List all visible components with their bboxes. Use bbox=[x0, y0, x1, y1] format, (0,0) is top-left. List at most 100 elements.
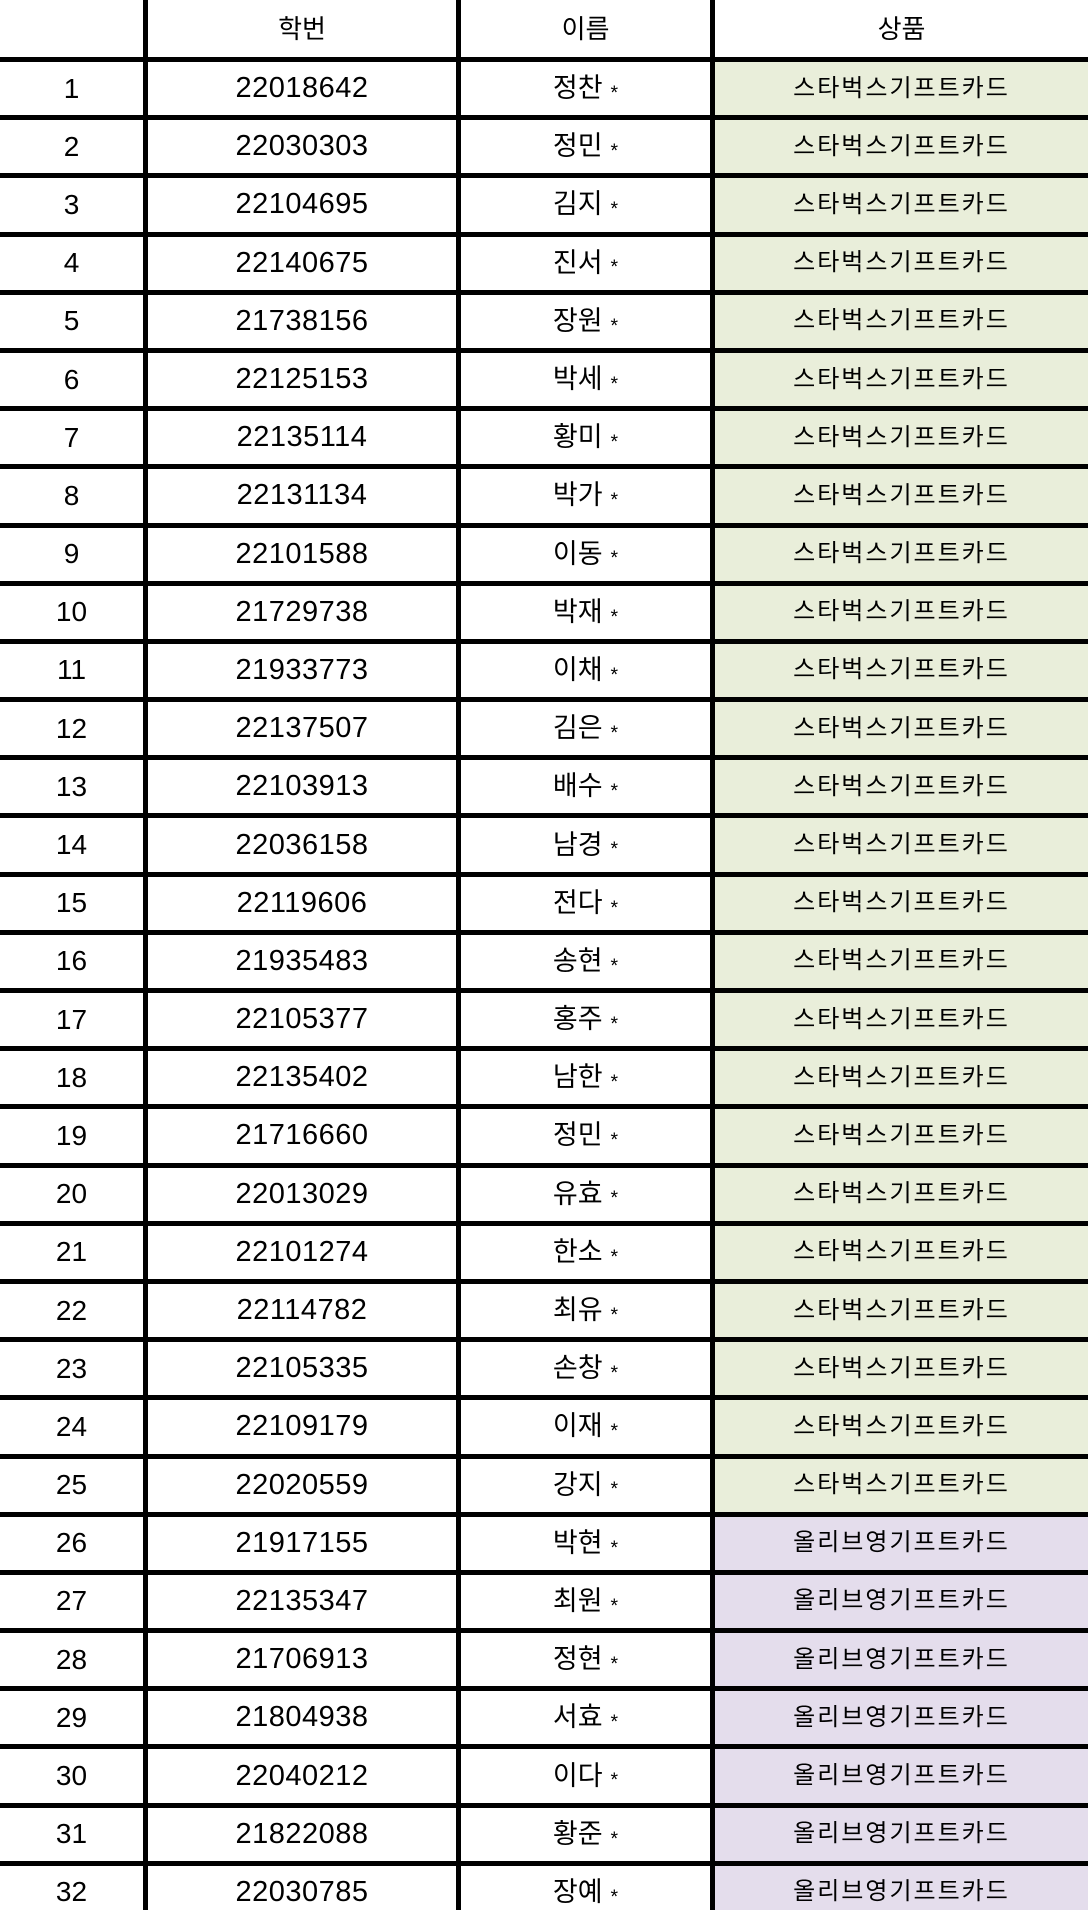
name-cell: 손창 * bbox=[456, 1337, 710, 1396]
row-number-cell: 8 bbox=[0, 464, 143, 522]
name-cell: 전다 * bbox=[456, 871, 710, 930]
row-number-cell: 2 bbox=[0, 115, 143, 173]
winner-name: 강지 bbox=[552, 1469, 603, 1500]
name-cell: 송현 * bbox=[456, 929, 710, 988]
name-cell: 이채 * bbox=[456, 638, 710, 698]
winner-name: 이다 bbox=[552, 1760, 603, 1791]
prize-cell: 스타벅스기프트카드 bbox=[710, 1220, 1088, 1279]
prize-cell: 스타벅스기프트카드 bbox=[710, 115, 1088, 174]
winner-name: 박재 bbox=[552, 596, 603, 627]
prize-cell: 스타벅스기프트카드 bbox=[710, 1104, 1088, 1163]
student-id-cell: 22013029 bbox=[143, 1162, 456, 1221]
row-number-cell: 28 bbox=[0, 1628, 143, 1686]
header-cell-student-id: 학번 bbox=[143, 0, 456, 57]
name-mask-asterisk: * bbox=[610, 1594, 619, 1617]
name-cell: 최유 * bbox=[456, 1278, 710, 1338]
winner-name: 송현 bbox=[552, 945, 603, 976]
name-mask-asterisk: * bbox=[610, 896, 619, 919]
student-id-cell: 21716660 bbox=[143, 1104, 456, 1163]
header-cell-row-number bbox=[0, 0, 143, 57]
winner-name: 전다 bbox=[552, 887, 603, 918]
prize-cell: 스타벅스기프트카드 bbox=[710, 697, 1088, 756]
name-mask-asterisk: * bbox=[610, 489, 619, 512]
winner-name: 정찬 bbox=[552, 73, 603, 104]
prize-cell: 스타벅스기프트카드 bbox=[710, 755, 1088, 814]
prize-cell: 스타벅스기프트카드 bbox=[710, 57, 1088, 116]
prize-cell: 스타벅스기프트카드 bbox=[710, 347, 1088, 407]
student-id-cell: 21804938 bbox=[143, 1686, 456, 1745]
row-number-cell: 7 bbox=[0, 406, 143, 464]
prize-cell: 스타벅스기프트카드 bbox=[710, 406, 1088, 465]
prize-cell: 올리브영기프트카드 bbox=[710, 1802, 1088, 1861]
name-mask-asterisk: * bbox=[610, 431, 619, 453]
name-cell: 박현 * bbox=[456, 1511, 710, 1570]
row-number-cell: 31 bbox=[0, 1802, 143, 1861]
winner-name: 박세 bbox=[552, 364, 603, 395]
winner-name: 배수 bbox=[552, 771, 603, 802]
name-cell: 정민 * bbox=[456, 115, 710, 174]
prize-cell: 스타벅스기프트카드 bbox=[710, 929, 1088, 988]
winner-name: 서효 bbox=[552, 1702, 603, 1733]
prize-cell: 스타벅스기프트카드 bbox=[710, 580, 1088, 639]
name-cell: 유효 * bbox=[456, 1162, 710, 1221]
student-id-cell: 22135347 bbox=[143, 1569, 456, 1629]
name-mask-asterisk: * bbox=[610, 1245, 619, 1268]
name-cell: 강지 * bbox=[456, 1453, 710, 1512]
name-mask-asterisk: * bbox=[610, 1129, 619, 1152]
name-mask-asterisk: * bbox=[610, 1769, 619, 1792]
winner-name: 김은 bbox=[552, 713, 603, 744]
student-id-cell: 21917155 bbox=[143, 1511, 456, 1570]
prize-cell: 올리브영기프트카드 bbox=[710, 1686, 1088, 1745]
row-number-cell: 26 bbox=[0, 1511, 143, 1570]
prize-cell: 스타벅스기프트카드 bbox=[710, 1162, 1088, 1221]
row-number-cell: 10 bbox=[0, 580, 143, 639]
student-id-cell: 22131134 bbox=[143, 464, 456, 523]
student-id-cell: 22030785 bbox=[143, 1860, 456, 1910]
winner-name: 황준 bbox=[552, 1818, 603, 1849]
name-cell: 서효 * bbox=[456, 1686, 710, 1745]
student-id-cell: 22135114 bbox=[143, 406, 456, 465]
name-mask-asterisk: * bbox=[610, 1012, 619, 1035]
student-id-cell: 21729738 bbox=[143, 580, 456, 639]
prize-cell: 스타벅스기프트카드 bbox=[710, 1395, 1088, 1454]
name-cell: 황준 * bbox=[456, 1802, 710, 1861]
winner-name: 장예 bbox=[552, 1876, 603, 1907]
name-mask-asterisk: * bbox=[610, 314, 619, 337]
name-cell: 정찬 * bbox=[456, 57, 710, 116]
winner-name: 김지 bbox=[552, 189, 603, 220]
name-cell: 황미 * bbox=[456, 406, 710, 465]
name-mask-asterisk: * bbox=[610, 838, 619, 861]
name-mask-asterisk: * bbox=[610, 1071, 619, 1094]
name-cell: 이동 * bbox=[456, 522, 710, 581]
row-number-cell: 3 bbox=[0, 173, 143, 231]
student-id-cell: 22105377 bbox=[143, 988, 456, 1047]
student-id-cell: 21822088 bbox=[143, 1802, 456, 1861]
row-number-cell: 19 bbox=[0, 1104, 143, 1162]
student-id-cell: 22101274 bbox=[143, 1220, 456, 1279]
student-id-cell: 21933773 bbox=[143, 638, 456, 698]
winner-name: 남경 bbox=[552, 829, 603, 860]
name-cell: 장원 * bbox=[456, 289, 710, 348]
student-id-cell: 22101588 bbox=[143, 522, 456, 581]
name-cell: 남한 * bbox=[456, 1046, 710, 1105]
row-number-cell: 16 bbox=[0, 929, 143, 988]
name-cell: 이재 * bbox=[456, 1395, 710, 1454]
student-id-cell: 22036158 bbox=[143, 813, 456, 872]
winner-name: 정민 bbox=[552, 131, 603, 162]
name-mask-asterisk: * bbox=[610, 81, 619, 104]
name-mask-asterisk: * bbox=[610, 547, 619, 570]
prize-cell: 스타벅스기프트카드 bbox=[710, 638, 1088, 698]
row-number-cell: 5 bbox=[0, 289, 143, 348]
student-id-cell: 22020559 bbox=[143, 1453, 456, 1512]
name-cell: 박재 * bbox=[456, 580, 710, 639]
row-number-cell: 18 bbox=[0, 1046, 143, 1104]
name-cell: 한소 * bbox=[456, 1220, 710, 1279]
name-cell: 김지 * bbox=[456, 173, 710, 232]
name-cell: 최원 * bbox=[456, 1569, 710, 1629]
prize-cell: 스타벅스기프트카드 bbox=[710, 173, 1088, 232]
name-mask-asterisk: * bbox=[610, 1478, 619, 1501]
row-number-cell: 1 bbox=[0, 57, 143, 115]
row-number-cell: 22 bbox=[0, 1278, 143, 1337]
student-id-cell: 22140675 bbox=[143, 231, 456, 290]
name-mask-asterisk: * bbox=[610, 372, 619, 395]
